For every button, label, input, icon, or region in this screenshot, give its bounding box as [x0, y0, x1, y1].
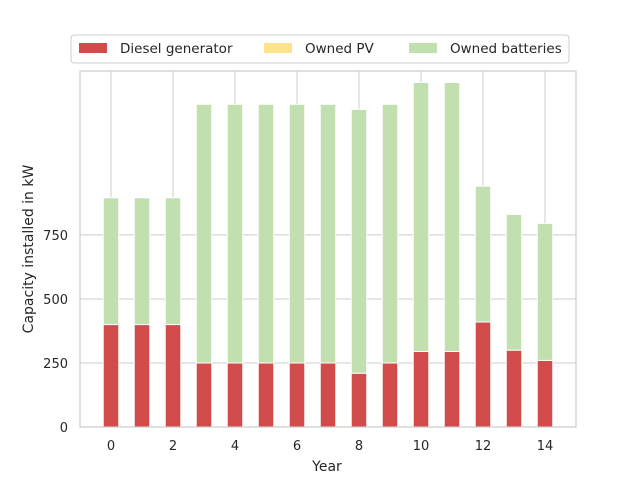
- bar-owned-batteries: [412, 82, 430, 352]
- bar-diesel-generator: [443, 350, 461, 428]
- bar-diesel-generator: [195, 362, 213, 428]
- legend-swatch: [79, 43, 107, 53]
- bar-owned-batteries: [505, 213, 523, 351]
- bar-diesel-generator: [319, 362, 337, 428]
- legend: Diesel generator Owned PV Owned batteries: [70, 34, 570, 64]
- bar-diesel-generator: [102, 324, 120, 428]
- bar-owned-batteries: [226, 103, 244, 364]
- bar-owned-batteries: [257, 103, 275, 364]
- x-tick-label: 0: [107, 439, 115, 454]
- x-tick-label: 10: [413, 439, 430, 454]
- bar-diesel-generator: [257, 362, 275, 428]
- x-tick-label: 6: [293, 439, 301, 454]
- plot-border: [79, 70, 577, 428]
- bar-owned-batteries: [164, 197, 182, 326]
- bar-diesel-generator: [505, 349, 523, 428]
- bar-owned-batteries: [381, 103, 399, 364]
- bar-owned-batteries: [536, 222, 554, 361]
- bar-diesel-generator: [164, 324, 182, 428]
- bar-diesel-generator: [350, 372, 368, 428]
- x-axis-label: Year: [311, 459, 342, 475]
- bar-owned-batteries: [350, 108, 368, 374]
- bar-owned-batteries: [288, 103, 306, 364]
- y-tick-label: 750: [43, 229, 68, 244]
- legend-box: [70, 34, 570, 64]
- x-tick-label: 4: [231, 439, 239, 454]
- legend-label: Owned batteries: [450, 41, 562, 57]
- legend-swatch: [409, 43, 437, 53]
- bar-diesel-generator: [133, 324, 151, 428]
- bar-owned-batteries: [133, 197, 151, 326]
- x-tick-label: 8: [355, 439, 363, 454]
- bar-owned-batteries: [319, 103, 337, 364]
- y-tick-label: 0: [60, 421, 68, 436]
- bar-diesel-generator: [412, 350, 430, 428]
- plot-frame: [79, 70, 577, 428]
- bar-owned-batteries: [474, 185, 492, 323]
- legend-label: Diesel generator: [120, 41, 233, 57]
- x-tick-label: 14: [537, 439, 554, 454]
- bar-owned-batteries: [102, 197, 120, 326]
- bars: [102, 82, 554, 428]
- x-tick-label: 12: [475, 439, 492, 454]
- bar-diesel-generator: [288, 362, 306, 428]
- bar-owned-batteries: [443, 82, 461, 352]
- bar-diesel-generator: [226, 362, 244, 428]
- bar-diesel-generator: [381, 362, 399, 428]
- y-tick-label: 500: [43, 293, 68, 308]
- y-axis-label: Capacity installed in kW: [21, 165, 37, 334]
- bar-owned-batteries: [195, 103, 213, 364]
- x-tick-label: 2: [169, 439, 177, 454]
- bar-diesel-generator: [474, 321, 492, 428]
- y-tick-label: 250: [43, 357, 68, 372]
- legend-swatch: [264, 43, 292, 53]
- legend-label: Owned PV: [305, 41, 375, 57]
- tick-labels: 0 2 4 6 8 10 12 14 0 250 500 750: [43, 229, 553, 454]
- bar-diesel-generator: [536, 359, 554, 428]
